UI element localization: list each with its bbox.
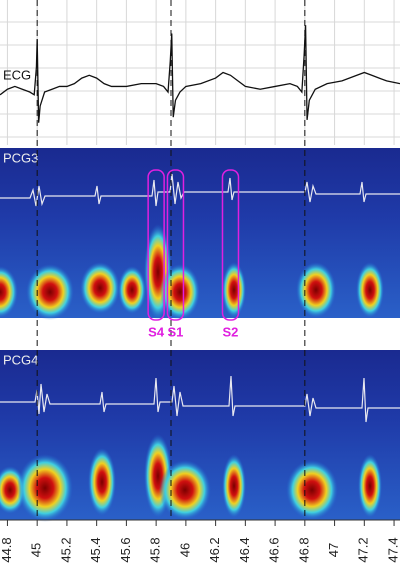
annotation-box	[147, 169, 165, 321]
spectrogram-blob	[88, 448, 116, 516]
spectrogram-blob	[0, 266, 18, 318]
spectrogram-blob	[160, 264, 200, 320]
spectrogram-blob	[356, 262, 384, 318]
spectrogram-blob	[358, 454, 382, 518]
x-tick-label: 46.2	[207, 537, 222, 562]
x-tick-label: 46.6	[267, 537, 282, 562]
x-tick-label: 44.8	[0, 537, 14, 562]
x-tick-label: 45.2	[58, 537, 73, 562]
x-tick-label: 46.4	[237, 537, 252, 562]
panel-label: ECG	[3, 67, 31, 82]
ecg-panel	[0, 0, 400, 145]
annotation-box	[221, 169, 240, 321]
pcg-waveform	[0, 375, 400, 423]
panel-label: PCG4	[3, 352, 38, 367]
ecg-line	[0, 25, 400, 123]
spectrogram-blob	[222, 262, 246, 318]
x-tick-label: 45.8	[148, 537, 163, 562]
pcg3-panel	[0, 148, 400, 320]
x-tick-label: 47	[326, 543, 341, 557]
annotation-label: S1	[168, 324, 184, 339]
spectrogram-blob	[80, 262, 120, 314]
spectrogram-blob	[118, 266, 146, 314]
spectrogram-blob	[296, 262, 336, 318]
panel-label: PCG3	[3, 150, 38, 165]
x-tick-label: 47.4	[385, 537, 400, 562]
x-tick-label: 45.6	[118, 537, 133, 562]
x-tick-label: 46	[177, 543, 192, 557]
annotation-label: S4	[148, 324, 165, 339]
spectrogram-blob	[159, 460, 211, 520]
spectrogram-blob	[26, 264, 74, 320]
x-tick-label: 47.2	[356, 537, 371, 562]
x-tick-label: 45.4	[88, 537, 103, 562]
spectrogram-blob	[286, 460, 338, 520]
annotation-label: S2	[223, 324, 239, 339]
annotation-box	[166, 169, 185, 321]
x-tick-label: 45	[29, 543, 44, 557]
x-tick-label: 46.8	[296, 537, 311, 562]
pcg-waveform	[0, 173, 400, 207]
spectrogram-blob	[222, 454, 246, 518]
pcg4-panel	[0, 350, 400, 522]
spectrogram-blob	[17, 454, 73, 522]
